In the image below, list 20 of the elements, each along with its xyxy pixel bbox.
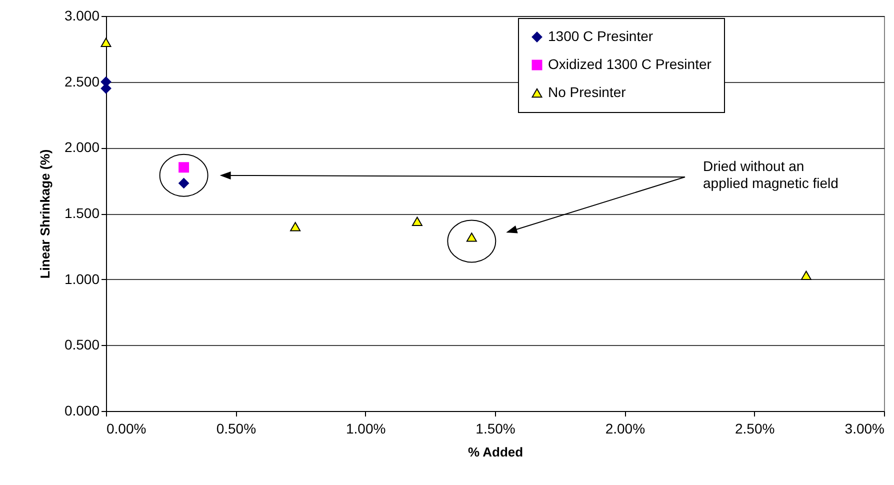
legend-label: No Presinter (548, 84, 626, 100)
x-axis-title: % Added (468, 444, 524, 460)
x-tick-label: 0.00% (106, 420, 146, 436)
x-tick-label: 3.00% (844, 420, 884, 436)
y-tick-label: 3.000 (64, 8, 100, 24)
y-tick-label: 0.000 (64, 402, 100, 418)
x-tick-label: 1.00% (346, 420, 386, 436)
y-tick-label: 1.000 (64, 270, 100, 287)
x-tick-label: 2.50% (734, 420, 775, 436)
y-tick-label: 0.500 (64, 336, 100, 353)
x-tick-label: 1.50% (476, 420, 516, 436)
x-tick-label: 2.00% (605, 420, 646, 436)
y-axis-title: Linear Shrinkage (%) (37, 149, 52, 279)
y-tick-label: 2.500 (64, 73, 100, 90)
legend-label: Oxidized 1300 C Presinter (548, 56, 712, 72)
y-tick-label: 1.500 (64, 205, 100, 221)
legend-label: 1300 C Presinter (548, 28, 654, 44)
x-tick-label: 0.50% (216, 420, 256, 436)
annotation: Dried without an applied magnetic field (703, 158, 840, 192)
y-tick-label: 2.000 (64, 139, 100, 156)
